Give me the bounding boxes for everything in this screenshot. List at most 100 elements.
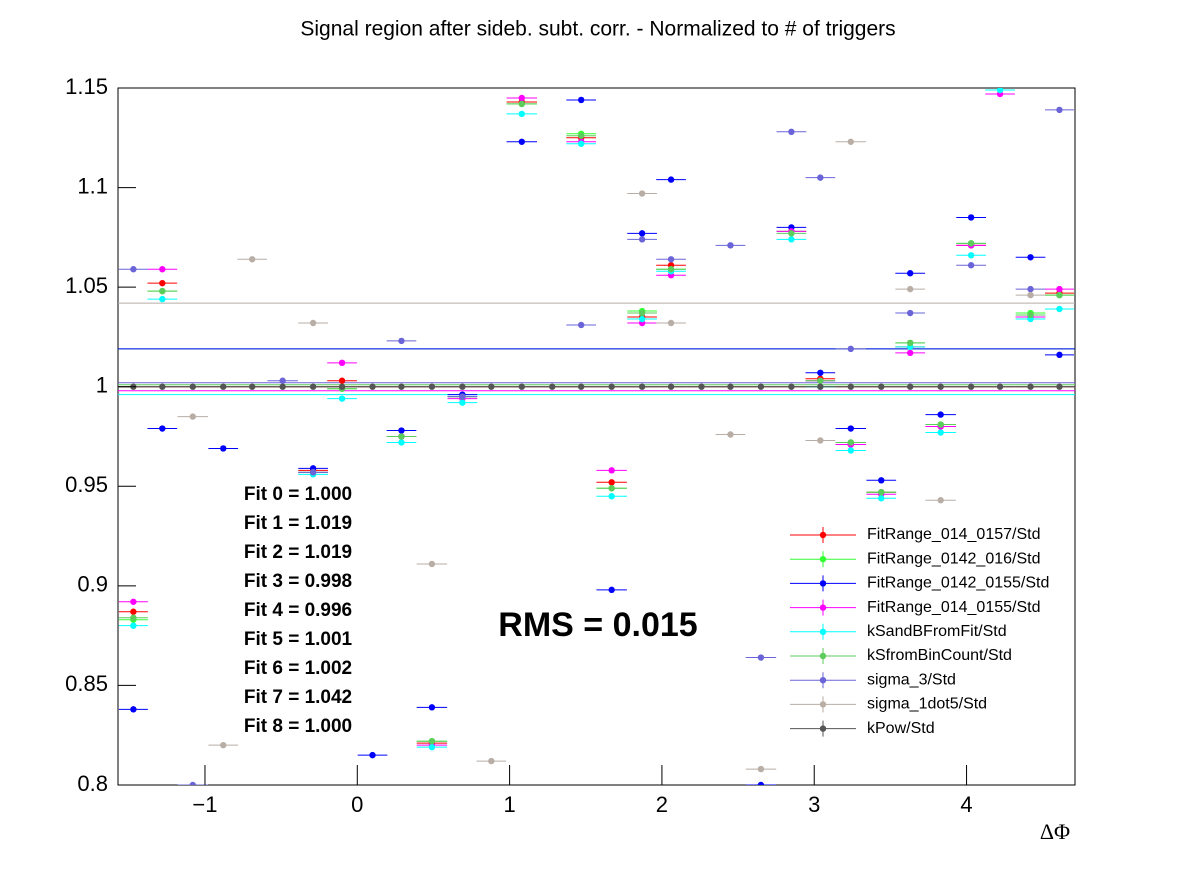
data-point xyxy=(459,393,466,400)
legend-label: sigma_3/Std xyxy=(867,671,956,688)
data-point xyxy=(189,413,196,420)
data-point xyxy=(1056,383,1063,390)
data-point xyxy=(937,497,944,504)
data-point xyxy=(638,190,646,197)
data-point xyxy=(967,383,975,390)
y-tick-label: 1.05 xyxy=(65,273,108,298)
data-point xyxy=(398,433,405,440)
data-point xyxy=(608,467,615,474)
data-point xyxy=(518,110,525,118)
data-point xyxy=(189,383,196,390)
data-point xyxy=(130,706,137,713)
fit-label: Fit 2 = 1.019 xyxy=(244,542,352,563)
data-point xyxy=(667,383,675,390)
data-point xyxy=(937,411,944,418)
data-point xyxy=(967,214,975,221)
data-point xyxy=(518,100,525,108)
data-point xyxy=(906,339,914,347)
data-point xyxy=(967,262,975,269)
data-point xyxy=(279,383,286,390)
data-point xyxy=(518,383,525,390)
data-point xyxy=(817,383,824,390)
data-point xyxy=(757,781,765,785)
data-point xyxy=(847,138,854,145)
data-point xyxy=(248,256,256,263)
legend-label: FitRange_0142_0155/Std xyxy=(867,575,1049,592)
data-point xyxy=(878,489,885,496)
data-point xyxy=(338,383,346,390)
data-point xyxy=(727,431,734,438)
data-point xyxy=(788,383,795,390)
data-point xyxy=(757,654,765,661)
data-point xyxy=(937,383,944,390)
data-point xyxy=(428,704,436,711)
data-point xyxy=(488,383,495,390)
data-point xyxy=(1056,351,1063,359)
legend-label: kSfromBinCount/Std xyxy=(867,647,1012,664)
data-point xyxy=(667,319,675,327)
data-point xyxy=(847,439,854,446)
data-point xyxy=(1056,305,1063,313)
fit-label: Fit 1 = 1.019 xyxy=(244,513,352,534)
legend-marker xyxy=(819,604,827,611)
data-point xyxy=(996,383,1004,390)
data-point xyxy=(1027,291,1034,299)
data-point xyxy=(220,741,227,749)
data-point xyxy=(130,622,137,629)
data-point xyxy=(279,377,286,384)
fit-label: Fit 5 = 1.001 xyxy=(244,629,353,650)
data-point xyxy=(428,560,436,568)
data-point xyxy=(428,737,436,745)
data-point xyxy=(906,309,914,317)
data-point xyxy=(906,270,914,277)
fit-label: Fit 7 = 1.042 xyxy=(244,687,352,708)
data-point xyxy=(159,425,166,432)
data-point xyxy=(698,383,705,390)
y-tick-label: 0.95 xyxy=(65,472,108,497)
data-point xyxy=(220,383,227,390)
legend-marker xyxy=(819,652,827,660)
data-point xyxy=(398,337,405,345)
data-point xyxy=(189,781,196,785)
data-point xyxy=(309,469,317,476)
legend-marker xyxy=(819,580,827,587)
data-point xyxy=(1027,311,1034,319)
fit-label: Fit 4 = 0.996 xyxy=(244,600,352,621)
legend-marker xyxy=(819,677,827,684)
y-tick-label: 1.1 xyxy=(77,173,108,198)
data-point xyxy=(338,359,346,367)
data-point xyxy=(638,236,646,243)
fit-label: Fit 6 = 1.002 xyxy=(244,658,352,679)
legend-marker xyxy=(819,701,827,708)
data-point xyxy=(130,614,137,621)
legend-label: kPow/Std xyxy=(867,720,935,737)
data-point xyxy=(638,230,646,237)
data-point xyxy=(788,230,795,237)
x-tick-label: −1 xyxy=(192,792,217,817)
data-point xyxy=(906,285,914,293)
x-tick-label: 3 xyxy=(808,792,820,817)
data-point xyxy=(906,383,914,390)
data-point xyxy=(159,279,166,287)
y-tick-label: 1.15 xyxy=(65,74,108,99)
x-tick-label: 2 xyxy=(656,792,668,817)
data-point xyxy=(638,309,646,317)
legend-label: kSandBFromFit/Std xyxy=(867,623,1007,640)
data-point xyxy=(159,383,166,390)
data-point xyxy=(817,437,824,444)
data-point xyxy=(309,383,317,390)
data-point xyxy=(1027,254,1034,261)
data-point xyxy=(130,598,137,605)
data-point xyxy=(130,608,137,615)
data-point xyxy=(727,383,734,390)
data-point xyxy=(577,96,585,104)
data-point xyxy=(338,395,346,402)
data-point xyxy=(159,287,166,295)
data-point xyxy=(878,495,885,502)
data-point xyxy=(878,383,885,390)
data-point xyxy=(1056,285,1063,293)
data-point xyxy=(1056,106,1063,114)
legend-marker xyxy=(819,531,827,539)
plot-frame xyxy=(117,87,1076,786)
